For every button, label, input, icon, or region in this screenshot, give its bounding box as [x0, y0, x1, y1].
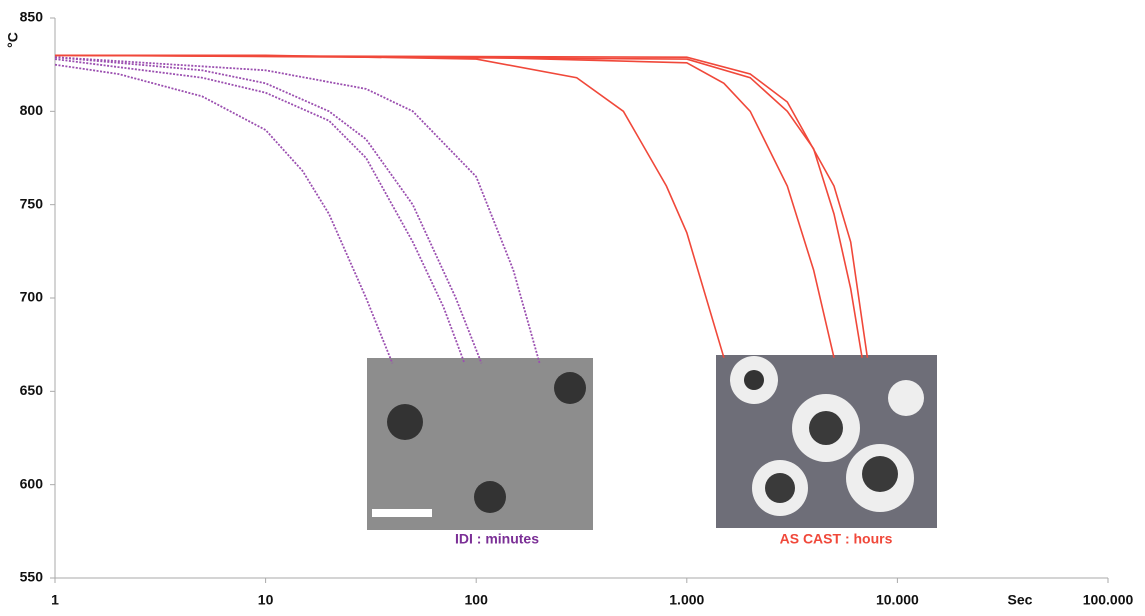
series-line: [54, 56, 541, 364]
nodule: [744, 370, 764, 390]
x-tick-label: 100: [465, 592, 489, 608]
scale-bar: [372, 509, 432, 517]
x-axis-label: Sec: [1008, 592, 1033, 608]
y-tick-label: 700: [20, 289, 44, 305]
x-tick-label: 100.000: [1083, 592, 1134, 608]
nodule: [765, 473, 795, 503]
y-tick-label: 750: [20, 195, 44, 211]
annotation: IDI : minutes: [455, 531, 539, 547]
nodule: [862, 456, 898, 492]
series-line: [54, 58, 466, 364]
annotation: AS CAST : hours: [780, 531, 893, 547]
x-tick-label: 1: [51, 592, 59, 608]
series-line: [54, 63, 394, 364]
series-line: [54, 56, 483, 364]
nodule: [809, 411, 843, 445]
y-tick-label: 850: [20, 9, 44, 25]
y-tick-label: 800: [20, 102, 44, 118]
nodule: [554, 372, 586, 404]
ferrite: [888, 380, 924, 416]
y-tick-label: 550: [20, 569, 44, 585]
micrograph-as-cast: [716, 355, 937, 528]
micrograph-idi: [367, 358, 593, 530]
series-line: [55, 54, 725, 358]
nodule: [387, 404, 423, 440]
y-tick-label: 650: [20, 382, 44, 398]
x-tick-label: 10: [258, 592, 274, 608]
x-tick-label: 10.000: [876, 592, 919, 608]
series-line: [54, 54, 835, 358]
series-line: [54, 54, 863, 358]
x-tick-label: 1.000: [669, 592, 704, 608]
y-tick-label: 600: [20, 475, 44, 491]
series-line: [54, 54, 869, 358]
nodule: [474, 481, 506, 513]
y-axis-label: °C: [5, 32, 21, 48]
